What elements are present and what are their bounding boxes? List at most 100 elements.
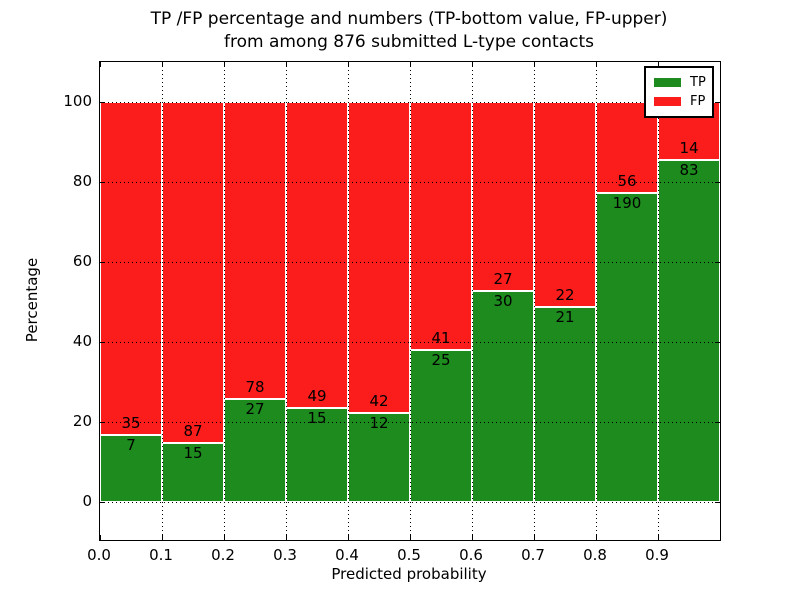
legend: TP FP (644, 66, 714, 118)
x-tick-label: 0.9 (645, 546, 669, 564)
gridline-vertical (596, 62, 597, 540)
tp-count-label: 7 (126, 436, 136, 455)
y-tick-label: 40 (72, 332, 92, 350)
x-tick-label: 0.3 (273, 546, 297, 564)
tp-bar-segment (534, 306, 596, 502)
x-tick-bottom (162, 535, 163, 540)
x-tick-label: 0.5 (397, 546, 421, 564)
x-tick-label: 0.2 (211, 546, 235, 564)
tp-bar-segment (100, 435, 162, 502)
tp-count-label: 12 (369, 414, 389, 433)
chart-title-line1: TP /FP percentage and numbers (TP-bottom… (150, 9, 668, 29)
x-tick-label: 0.6 (459, 546, 483, 564)
gridline-vertical (348, 62, 349, 540)
y-tick-left (100, 422, 105, 423)
y-tick-label: 80 (72, 172, 92, 190)
fp-bar-segment (348, 102, 410, 414)
y-tick-right (715, 342, 720, 343)
x-tick-bottom (224, 535, 225, 540)
x-tick-label: 0.1 (149, 546, 173, 564)
x-tick-bottom (100, 535, 101, 540)
fp-count-label: 49 (307, 387, 327, 406)
x-tick-top (410, 62, 411, 67)
fp-count-label: 35 (121, 414, 141, 433)
fp-count-label: 22 (555, 285, 575, 304)
tp-count-label: 83 (679, 160, 699, 179)
x-tick-top (286, 62, 287, 67)
fp-legend-label: FP (690, 94, 706, 109)
y-tick-left (100, 182, 105, 183)
fp-count-label: 41 (431, 329, 451, 348)
gridline-horizontal (100, 502, 720, 503)
tp-count-label: 25 (431, 351, 451, 370)
fp-bar-segment (224, 102, 286, 400)
tp-bar-segment (286, 408, 348, 502)
y-tick-left (100, 102, 105, 103)
gridline-vertical (472, 62, 473, 540)
tp-count-label: 15 (183, 444, 203, 463)
y-tick-label: 20 (72, 412, 92, 430)
tp-bar-segment (596, 193, 658, 502)
y-tick-right (715, 262, 720, 263)
x-tick-top (534, 62, 535, 67)
fp-bar-segment (286, 102, 348, 409)
x-tick-bottom (348, 535, 349, 540)
x-tick-bottom (534, 535, 535, 540)
tp-legend-label: TP (690, 75, 706, 90)
fp-count-label: 14 (679, 138, 699, 157)
x-tick-top (224, 62, 225, 67)
gridline-vertical (224, 62, 225, 540)
tp-count-label: 15 (307, 409, 327, 428)
y-tick-label: 100 (63, 92, 92, 110)
y-tick-right (715, 502, 720, 503)
fp-count-label: 27 (493, 270, 513, 289)
tp-count-label: 21 (555, 307, 575, 326)
tp-bar-segment (162, 443, 224, 502)
x-tick-top (100, 62, 101, 67)
x-tick-top (348, 62, 349, 67)
fp-bar-segment (100, 102, 162, 436)
fp-count-label: 56 (617, 172, 637, 191)
legend-entry-fp: FP (654, 92, 712, 111)
y-tick-right (715, 102, 720, 103)
y-tick-right (715, 182, 720, 183)
y-tick-right (715, 422, 720, 423)
gridline-horizontal (100, 182, 720, 183)
tp-count-label: 30 (493, 292, 513, 311)
gridline-vertical (534, 62, 535, 540)
gridline-vertical (658, 62, 659, 540)
y-tick-left (100, 502, 105, 503)
fp-count-label: 42 (369, 392, 389, 411)
plot-area: TP FP 35 7 87 15 78 27 49 15 42 12 41 25 27 30 22 21 56 1… (99, 61, 721, 541)
gridline-horizontal (100, 102, 720, 103)
x-tick-label: 0.0 (87, 546, 111, 564)
fp-bar-segment (472, 102, 534, 292)
gridline-vertical (410, 62, 411, 540)
x-tick-bottom (472, 535, 473, 540)
x-tick-label: 0.4 (335, 546, 359, 564)
legend-entry-tp: TP (654, 73, 712, 92)
gridline-vertical (286, 62, 287, 540)
gridline-horizontal (100, 422, 720, 423)
gridline-horizontal (100, 342, 720, 343)
gridline-horizontal (100, 262, 720, 263)
fp-bar-segment (534, 102, 596, 307)
fp-count-label: 87 (183, 422, 203, 441)
gridline-vertical (162, 62, 163, 540)
y-tick-left (100, 262, 105, 263)
tp-count-label: 190 (612, 194, 642, 213)
y-tick-left (100, 342, 105, 343)
x-tick-label: 0.7 (521, 546, 545, 564)
x-tick-bottom (286, 535, 287, 540)
tp-bar-segment (410, 350, 472, 502)
x-tick-bottom (410, 535, 411, 540)
tp-bar-segment (658, 159, 720, 502)
tp-legend-swatch (654, 78, 681, 87)
x-tick-top (162, 62, 163, 67)
y-tick-label: 0 (82, 492, 92, 510)
x-tick-top (658, 62, 659, 67)
x-tick-bottom (658, 535, 659, 540)
fp-bar-segment (410, 102, 472, 351)
fp-count-label: 78 (245, 378, 265, 397)
fp-legend-swatch (654, 97, 681, 106)
